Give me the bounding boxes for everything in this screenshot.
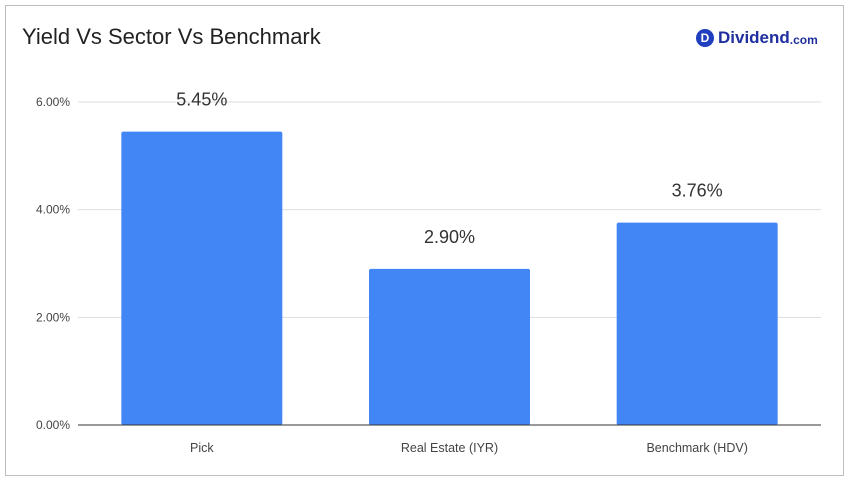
data-label: 5.45% xyxy=(176,90,227,110)
y-tick-label: 4.00% xyxy=(36,203,70,217)
logo-name: Dividend xyxy=(718,28,790,47)
bar xyxy=(616,222,778,425)
y-tick-label: 0.00% xyxy=(36,418,70,432)
data-labels: 5.45% 2.90% 3.76% xyxy=(176,90,722,247)
category-label: Benchmark (HDV) xyxy=(646,441,747,455)
logo-tld: .com xyxy=(789,32,818,47)
y-axis-tick-labels: 0.00% 2.00% 4.00% 6.00% xyxy=(36,95,70,432)
bar xyxy=(121,131,283,425)
bars xyxy=(121,131,778,425)
chart-title: Yield Vs Sector Vs Benchmark xyxy=(22,24,321,49)
category-label: Pick xyxy=(190,441,214,455)
data-label: 2.90% xyxy=(424,227,475,247)
dividend-logo: D Dividend .com xyxy=(696,28,818,48)
bar xyxy=(369,268,530,425)
y-tick-label: 6.00% xyxy=(36,95,70,109)
category-label: Real Estate (IYR) xyxy=(401,441,498,455)
data-label: 3.76% xyxy=(672,181,723,201)
logo-badge: D xyxy=(696,29,714,47)
category-labels: Pick Real Estate (IYR) Benchmark (HDV) xyxy=(190,441,748,455)
y-tick-label: 2.00% xyxy=(36,310,70,324)
